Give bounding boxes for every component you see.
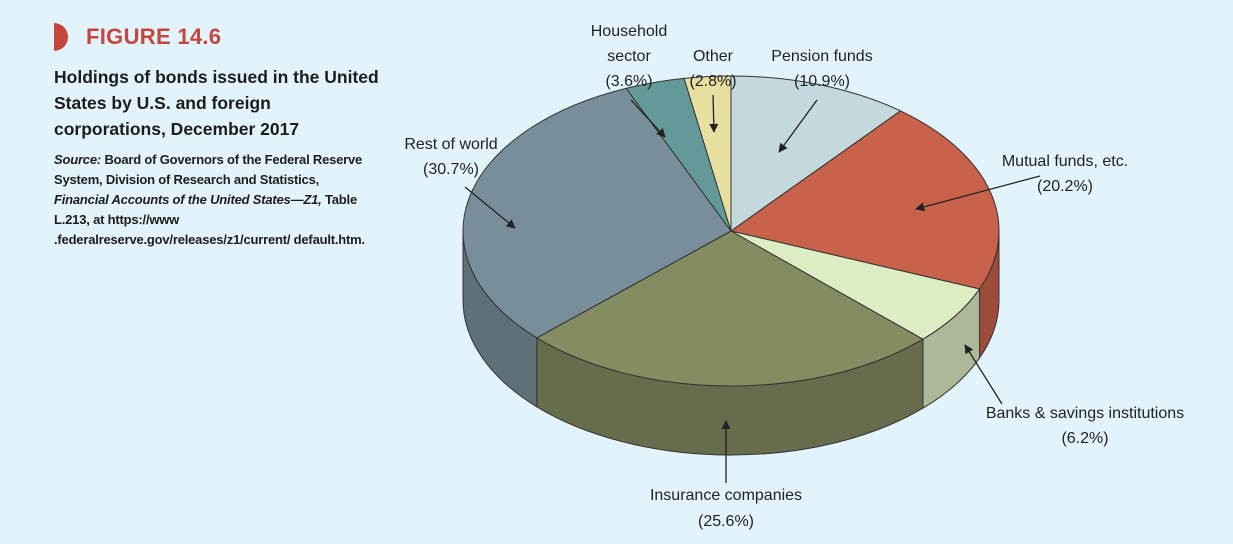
label-household-name-2: sector (607, 48, 651, 65)
label-rest-of-world-name: Rest of world (404, 136, 497, 153)
figure-label: FIGURE 14.6 (86, 24, 222, 49)
label-other-value: (2.8%) (689, 73, 736, 90)
leader-banks (964, 344, 1003, 405)
leader-lines (464, 94, 1041, 483)
label-rest-of-world-value: (30.7%) (423, 161, 479, 178)
label-pension-name: Pension funds (771, 48, 872, 65)
pie-slice-rest-of-world (462, 87, 732, 339)
label-other-name: Other (693, 48, 734, 65)
label-mutual-funds-name: Mutual funds, etc. (1002, 153, 1128, 170)
leader-mutual-funds (915, 175, 1041, 212)
label-banks-value: (6.2%) (1061, 430, 1108, 447)
label-household-value: (3.6%) (605, 73, 652, 90)
source-label: Source: (54, 152, 102, 167)
label-insurance-value: (25.6%) (698, 513, 754, 530)
label-banks-name: Banks & savings institutions (986, 405, 1184, 422)
leader-pension-funds (778, 99, 818, 153)
pie-slice-insurance-companies (536, 230, 924, 387)
figure-title: Holdings of bonds issued in the United S… (54, 67, 379, 139)
source-text-part1: Board of Governors of the Federal Reserv… (54, 152, 363, 187)
pie-slice-mutual-funds-etc (730, 110, 1000, 290)
figure-marker-icon (54, 23, 68, 51)
label-mutual-funds-value: (20.2%) (1037, 178, 1093, 195)
label-pension-value: (10.9%) (794, 73, 850, 90)
leader-rest-of-world (464, 186, 516, 229)
label-household-name-1: Household (591, 23, 668, 40)
source-italic-title: Financial Accounts of the United States—… (54, 192, 322, 207)
pie-slice-other (683, 75, 732, 232)
source-text-part2: Table L.213, at https://www .federalrese… (54, 192, 365, 247)
leader-other (709, 94, 719, 133)
label-insurance-name: Insurance companies (650, 487, 802, 504)
figure-source: Source: Board of Governors of the Federa… (54, 150, 374, 250)
leader-household (630, 99, 666, 138)
pie-slice-pension-funds (730, 75, 902, 232)
